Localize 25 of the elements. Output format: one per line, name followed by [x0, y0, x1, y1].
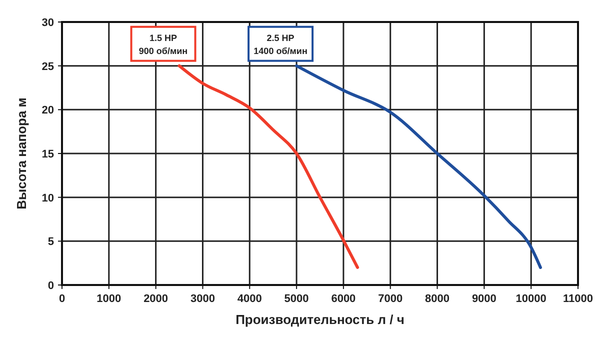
y-tick-label: 5 — [48, 236, 54, 248]
x-tick-label: 8000 — [425, 293, 450, 305]
x-tick-label: 6000 — [331, 293, 356, 305]
y-tick-label: 10 — [42, 192, 54, 204]
x-tick-label: 5000 — [284, 293, 309, 305]
x-tick-label: 0 — [58, 293, 66, 305]
series-label: 1.5 HP 900 об/мин — [138, 32, 188, 56]
x-tick-label: 11000 — [563, 293, 593, 305]
y-tick-label: 15 — [42, 148, 54, 160]
y-tick-label: 20 — [42, 104, 54, 117]
x-tick-label: 7000 — [378, 293, 403, 305]
x-tick-label: 9000 — [472, 293, 496, 305]
x-tick-label: 1000 — [96, 293, 122, 305]
y-axis-title: Высота напора м — [14, 98, 29, 210]
x-tick-label: 4000 — [237, 293, 262, 305]
line-series — [178, 64, 360, 269]
x-tick-label: 2000 — [144, 293, 168, 305]
y-tick-label: 0 — [48, 280, 54, 292]
y-tick-label: 30 — [42, 17, 54, 29]
x-tick-label: 10000 — [516, 293, 546, 305]
x-tick-label: 3000 — [190, 293, 215, 305]
x-axis-title: Производительность л / ч — [236, 312, 404, 327]
y-tick-label: 25 — [42, 60, 54, 73]
series-label: 2.5 HP 1400 об/мин — [254, 32, 308, 56]
line-series — [295, 64, 542, 269]
